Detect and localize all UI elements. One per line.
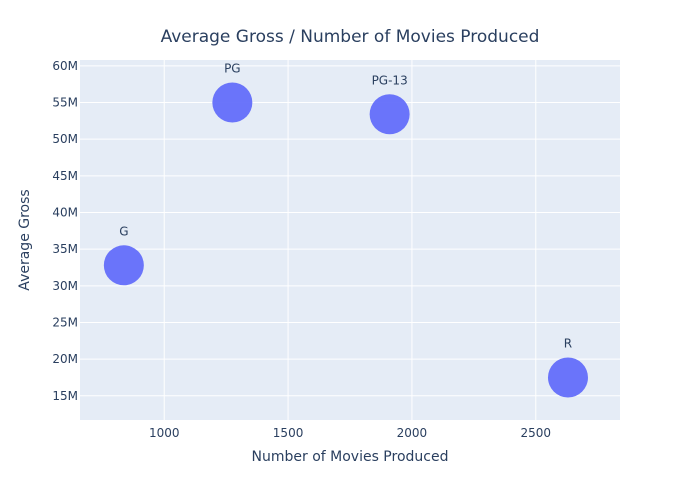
y-tick-label: 60M [52,59,78,73]
y-tick-label: 15M [52,389,78,403]
data-point-label: R [564,336,572,350]
data-point-marker [212,82,253,123]
y-tick-label: 50M [52,132,78,146]
data-point-marker [369,94,410,135]
data-point-label: PG [224,62,241,76]
data-point-marker [547,357,588,398]
x-tick-label: 1000 [149,426,180,440]
y-tick-label: 35M [52,242,78,256]
y-axis-title: Average Gross [17,189,33,290]
y-tick-label: 20M [52,352,78,366]
data-point-marker [103,245,144,286]
x-tick-label: 1500 [273,426,304,440]
data-point-label: PG-13 [372,73,408,87]
data-points: G PG PG-13 R [103,62,588,398]
data-point-label: G [119,224,128,238]
chart-title: Average Gross / Number of Movies Produce… [161,27,540,47]
x-tick-label: 2000 [397,426,428,440]
x-axis-title: Number of Movies Produced [252,449,449,465]
gridlines [80,60,620,420]
tick-labels: 1000 1500 2000 2500 15M 20M 25M 30M 35M 40M 45M 50M… [52,59,551,440]
y-tick-label: 40M [52,206,78,220]
y-tick-label: 30M [52,279,78,293]
plot-area [80,60,620,420]
y-tick-label: 45M [52,169,78,183]
y-tick-label: 55M [52,96,78,110]
y-tick-label: 25M [52,315,78,329]
x-tick-label: 2500 [521,426,552,440]
